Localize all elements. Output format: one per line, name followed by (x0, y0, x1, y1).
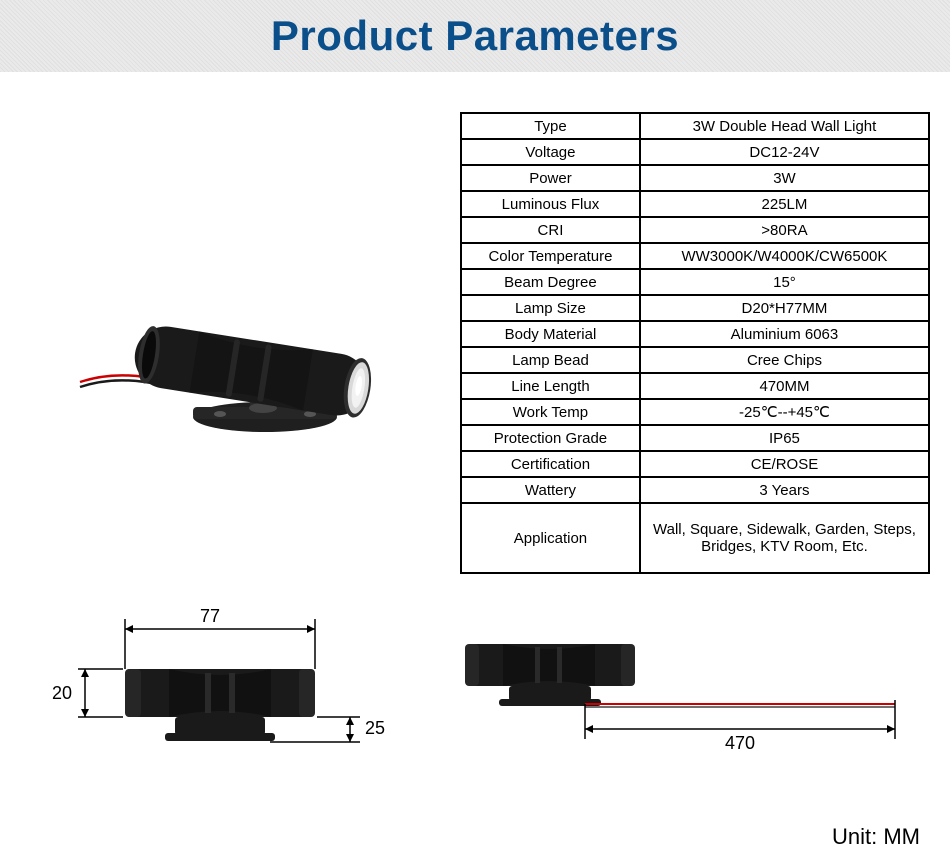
spec-label: Luminous Flux (461, 191, 640, 217)
spec-label: Beam Degree (461, 269, 640, 295)
spec-value: D20*H77MM (640, 295, 929, 321)
spec-label: Wattery (461, 477, 640, 503)
spec-value: WW3000K/W4000K/CW6500K (640, 243, 929, 269)
dim-wire-length: 470 (725, 733, 755, 753)
spec-label: Voltage (461, 139, 640, 165)
header-band: Product Parameters (0, 0, 950, 72)
spec-row: ApplicationWall, Square, Sidewalk, Garde… (461, 503, 929, 573)
diagram-side-dims: 77 20 25 (30, 604, 410, 784)
spec-value: 470MM (640, 373, 929, 399)
spec-value: 15° (640, 269, 929, 295)
spec-table: Type3W Double Head Wall LightVoltageDC12… (460, 112, 930, 574)
spec-label: Lamp Bead (461, 347, 640, 373)
unit-label: Unit: MM (832, 824, 920, 850)
spec-row: Lamp SizeD20*H77MM (461, 295, 929, 321)
spec-label: Type (461, 113, 640, 139)
spec-label: Lamp Size (461, 295, 640, 321)
spec-value: Wall, Square, Sidewalk, Garden, Steps, B… (640, 503, 929, 573)
diagram-wire-length: 470 (440, 604, 920, 784)
spec-table-body: Type3W Double Head Wall LightVoltageDC12… (461, 113, 929, 573)
spec-row: Color TemperatureWW3000K/W4000K/CW6500K (461, 243, 929, 269)
spec-row: Line Length470MM (461, 373, 929, 399)
dim-base-height: 25 (365, 718, 385, 738)
spec-row: Wattery3 Years (461, 477, 929, 503)
spec-row: VoltageDC12-24V (461, 139, 929, 165)
spec-row: Lamp BeadCree Chips (461, 347, 929, 373)
spec-label: Certification (461, 451, 640, 477)
spec-value: >80RA (640, 217, 929, 243)
spec-label: Line Length (461, 373, 640, 399)
spec-label: Power (461, 165, 640, 191)
spec-value: -25℃--+45℃ (640, 399, 929, 425)
spec-row: Protection GradeIP65 (461, 425, 929, 451)
product-illustration (50, 182, 430, 502)
spec-row: CRI>80RA (461, 217, 929, 243)
spec-value: 3W Double Head Wall Light (640, 113, 929, 139)
spec-row: Body MaterialAluminium 6063 (461, 321, 929, 347)
page-title: Product Parameters (271, 12, 679, 60)
spec-label: Application (461, 503, 640, 573)
spec-label: CRI (461, 217, 640, 243)
spec-value: IP65 (640, 425, 929, 451)
product-photo (20, 112, 460, 572)
dimension-diagrams: 77 20 25 (0, 584, 950, 784)
dim-length: 77 (200, 606, 220, 626)
spec-row: CertificationCE/ROSE (461, 451, 929, 477)
main-content: Type3W Double Head Wall LightVoltageDC12… (0, 72, 950, 584)
spec-value: DC12-24V (640, 139, 929, 165)
spec-row: Power3W (461, 165, 929, 191)
spec-label: Color Temperature (461, 243, 640, 269)
spec-value: CE/ROSE (640, 451, 929, 477)
dim-diameter: 20 (52, 683, 72, 703)
spec-row: Luminous Flux225LM (461, 191, 929, 217)
spec-label: Body Material (461, 321, 640, 347)
spec-row: Beam Degree15° (461, 269, 929, 295)
spec-label: Protection Grade (461, 425, 640, 451)
spec-row: Type3W Double Head Wall Light (461, 113, 929, 139)
spec-value: 3W (640, 165, 929, 191)
spec-value: Cree Chips (640, 347, 929, 373)
spec-value: 3 Years (640, 477, 929, 503)
spec-value: Aluminium 6063 (640, 321, 929, 347)
spec-row: Work Temp-25℃--+45℃ (461, 399, 929, 425)
spec-label: Work Temp (461, 399, 640, 425)
spec-value: 225LM (640, 191, 929, 217)
